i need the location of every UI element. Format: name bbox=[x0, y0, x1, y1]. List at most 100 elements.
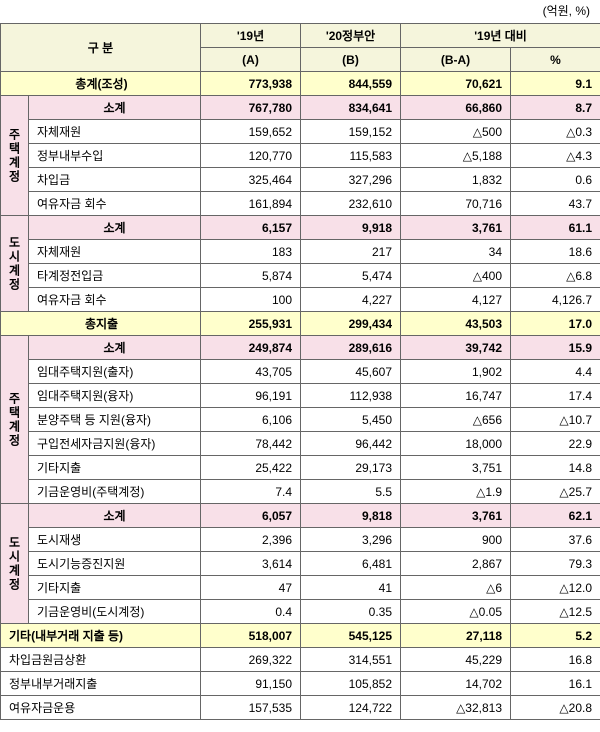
cell: 66,860 bbox=[401, 96, 511, 120]
cell: 5,874 bbox=[201, 264, 301, 288]
row-label: 여유자금운용 bbox=[1, 696, 201, 720]
cell: 45,607 bbox=[301, 360, 401, 384]
cell: △4.3 bbox=[511, 144, 600, 168]
row-label: 도시기능증진지원 bbox=[29, 552, 201, 576]
row-label: 임대주택지원(출자) bbox=[29, 360, 201, 384]
cell: 325,464 bbox=[201, 168, 301, 192]
vlabel-housing-1: 주택계정 bbox=[1, 96, 29, 216]
cell: 6,057 bbox=[201, 504, 301, 528]
hdr-diff-pct: % bbox=[511, 48, 600, 72]
cell: 1,902 bbox=[401, 360, 511, 384]
cell: 96,191 bbox=[201, 384, 301, 408]
row-label: 소계 bbox=[29, 96, 201, 120]
hdr-diff: '19년 대비 bbox=[401, 24, 600, 48]
cell: △400 bbox=[401, 264, 511, 288]
cell: △12.0 bbox=[511, 576, 600, 600]
cell: △25.7 bbox=[511, 480, 600, 504]
cell: 43,503 bbox=[401, 312, 511, 336]
unit-label: (억원, %) bbox=[0, 0, 600, 23]
cell: 18.6 bbox=[511, 240, 600, 264]
cell: 767,780 bbox=[201, 96, 301, 120]
cell: 105,852 bbox=[301, 672, 401, 696]
cell: 79.3 bbox=[511, 552, 600, 576]
row-label: 소계 bbox=[29, 216, 201, 240]
cell: 0.6 bbox=[511, 168, 600, 192]
cell: 41 bbox=[301, 576, 401, 600]
cell: 9,918 bbox=[301, 216, 401, 240]
cell: 91,150 bbox=[201, 672, 301, 696]
row-label: 기금운영비(주택계정) bbox=[29, 480, 201, 504]
cell: 3,761 bbox=[401, 504, 511, 528]
row-total-exp-label: 총지출 bbox=[1, 312, 201, 336]
budget-table: 구 분 '19년 '20정부안 '19년 대비 (A) (B) (B-A) % … bbox=[0, 23, 600, 720]
row-label: 타계정전입금 bbox=[29, 264, 201, 288]
cell: 327,296 bbox=[301, 168, 401, 192]
row-label: 기타지출 bbox=[29, 576, 201, 600]
row-label: 여유자금 회수 bbox=[29, 192, 201, 216]
row-label: 정부내부수입 bbox=[29, 144, 201, 168]
cell: 124,722 bbox=[301, 696, 401, 720]
cell: 299,434 bbox=[301, 312, 401, 336]
hdr-y19: '19년 bbox=[201, 24, 301, 48]
cell: 100 bbox=[201, 288, 301, 312]
cell: 159,652 bbox=[201, 120, 301, 144]
row-label: 소계 bbox=[29, 504, 201, 528]
cell: △500 bbox=[401, 120, 511, 144]
cell: 255,931 bbox=[201, 312, 301, 336]
cell: 37.6 bbox=[511, 528, 600, 552]
hdr-y19-sub: (A) bbox=[201, 48, 301, 72]
cell: 289,616 bbox=[301, 336, 401, 360]
row-label: 자체재원 bbox=[29, 120, 201, 144]
row-label: 도시재생 bbox=[29, 528, 201, 552]
cell: 17.0 bbox=[511, 312, 600, 336]
cell: 39,742 bbox=[401, 336, 511, 360]
cell: 22.9 bbox=[511, 432, 600, 456]
cell: 545,125 bbox=[301, 624, 401, 648]
cell: 161,894 bbox=[201, 192, 301, 216]
cell: 43.7 bbox=[511, 192, 600, 216]
cell: 16,747 bbox=[401, 384, 511, 408]
cell: 70,716 bbox=[401, 192, 511, 216]
cell: 0.4 bbox=[201, 600, 301, 624]
vlabel-city-1: 도시계정 bbox=[1, 216, 29, 312]
cell: 70,621 bbox=[401, 72, 511, 96]
cell: 7.4 bbox=[201, 480, 301, 504]
cell: 314,551 bbox=[301, 648, 401, 672]
cell: 16.8 bbox=[511, 648, 600, 672]
cell: 27,118 bbox=[401, 624, 511, 648]
cell: 773,938 bbox=[201, 72, 301, 96]
cell: 5,450 bbox=[301, 408, 401, 432]
row-label: 임대주택지원(융자) bbox=[29, 384, 201, 408]
row-label: 자체재원 bbox=[29, 240, 201, 264]
cell: △32,813 bbox=[401, 696, 511, 720]
cell: 115,583 bbox=[301, 144, 401, 168]
cell: 14.8 bbox=[511, 456, 600, 480]
cell: 217 bbox=[301, 240, 401, 264]
cell: 2,867 bbox=[401, 552, 511, 576]
cell: 14,702 bbox=[401, 672, 511, 696]
cell: 269,322 bbox=[201, 648, 301, 672]
cell: 4.4 bbox=[511, 360, 600, 384]
cell: 78,442 bbox=[201, 432, 301, 456]
cell: 157,535 bbox=[201, 696, 301, 720]
hdr-category: 구 분 bbox=[1, 24, 201, 72]
row-label: 구입전세자금지원(융자) bbox=[29, 432, 201, 456]
row-etc-label: 기타(내부거래 지출 등) bbox=[1, 624, 201, 648]
cell: 15.9 bbox=[511, 336, 600, 360]
cell: 16.1 bbox=[511, 672, 600, 696]
cell: 17.4 bbox=[511, 384, 600, 408]
cell: △5,188 bbox=[401, 144, 511, 168]
cell: 9.1 bbox=[511, 72, 600, 96]
cell: △12.5 bbox=[511, 600, 600, 624]
cell: 45,229 bbox=[401, 648, 511, 672]
row-label: 기금운영비(도시계정) bbox=[29, 600, 201, 624]
cell: 3,296 bbox=[301, 528, 401, 552]
cell: 25,422 bbox=[201, 456, 301, 480]
cell: 0.35 bbox=[301, 600, 401, 624]
cell: 120,770 bbox=[201, 144, 301, 168]
cell: 6,481 bbox=[301, 552, 401, 576]
cell: 3,761 bbox=[401, 216, 511, 240]
cell: 4,227 bbox=[301, 288, 401, 312]
cell: 18,000 bbox=[401, 432, 511, 456]
cell: 5.5 bbox=[301, 480, 401, 504]
